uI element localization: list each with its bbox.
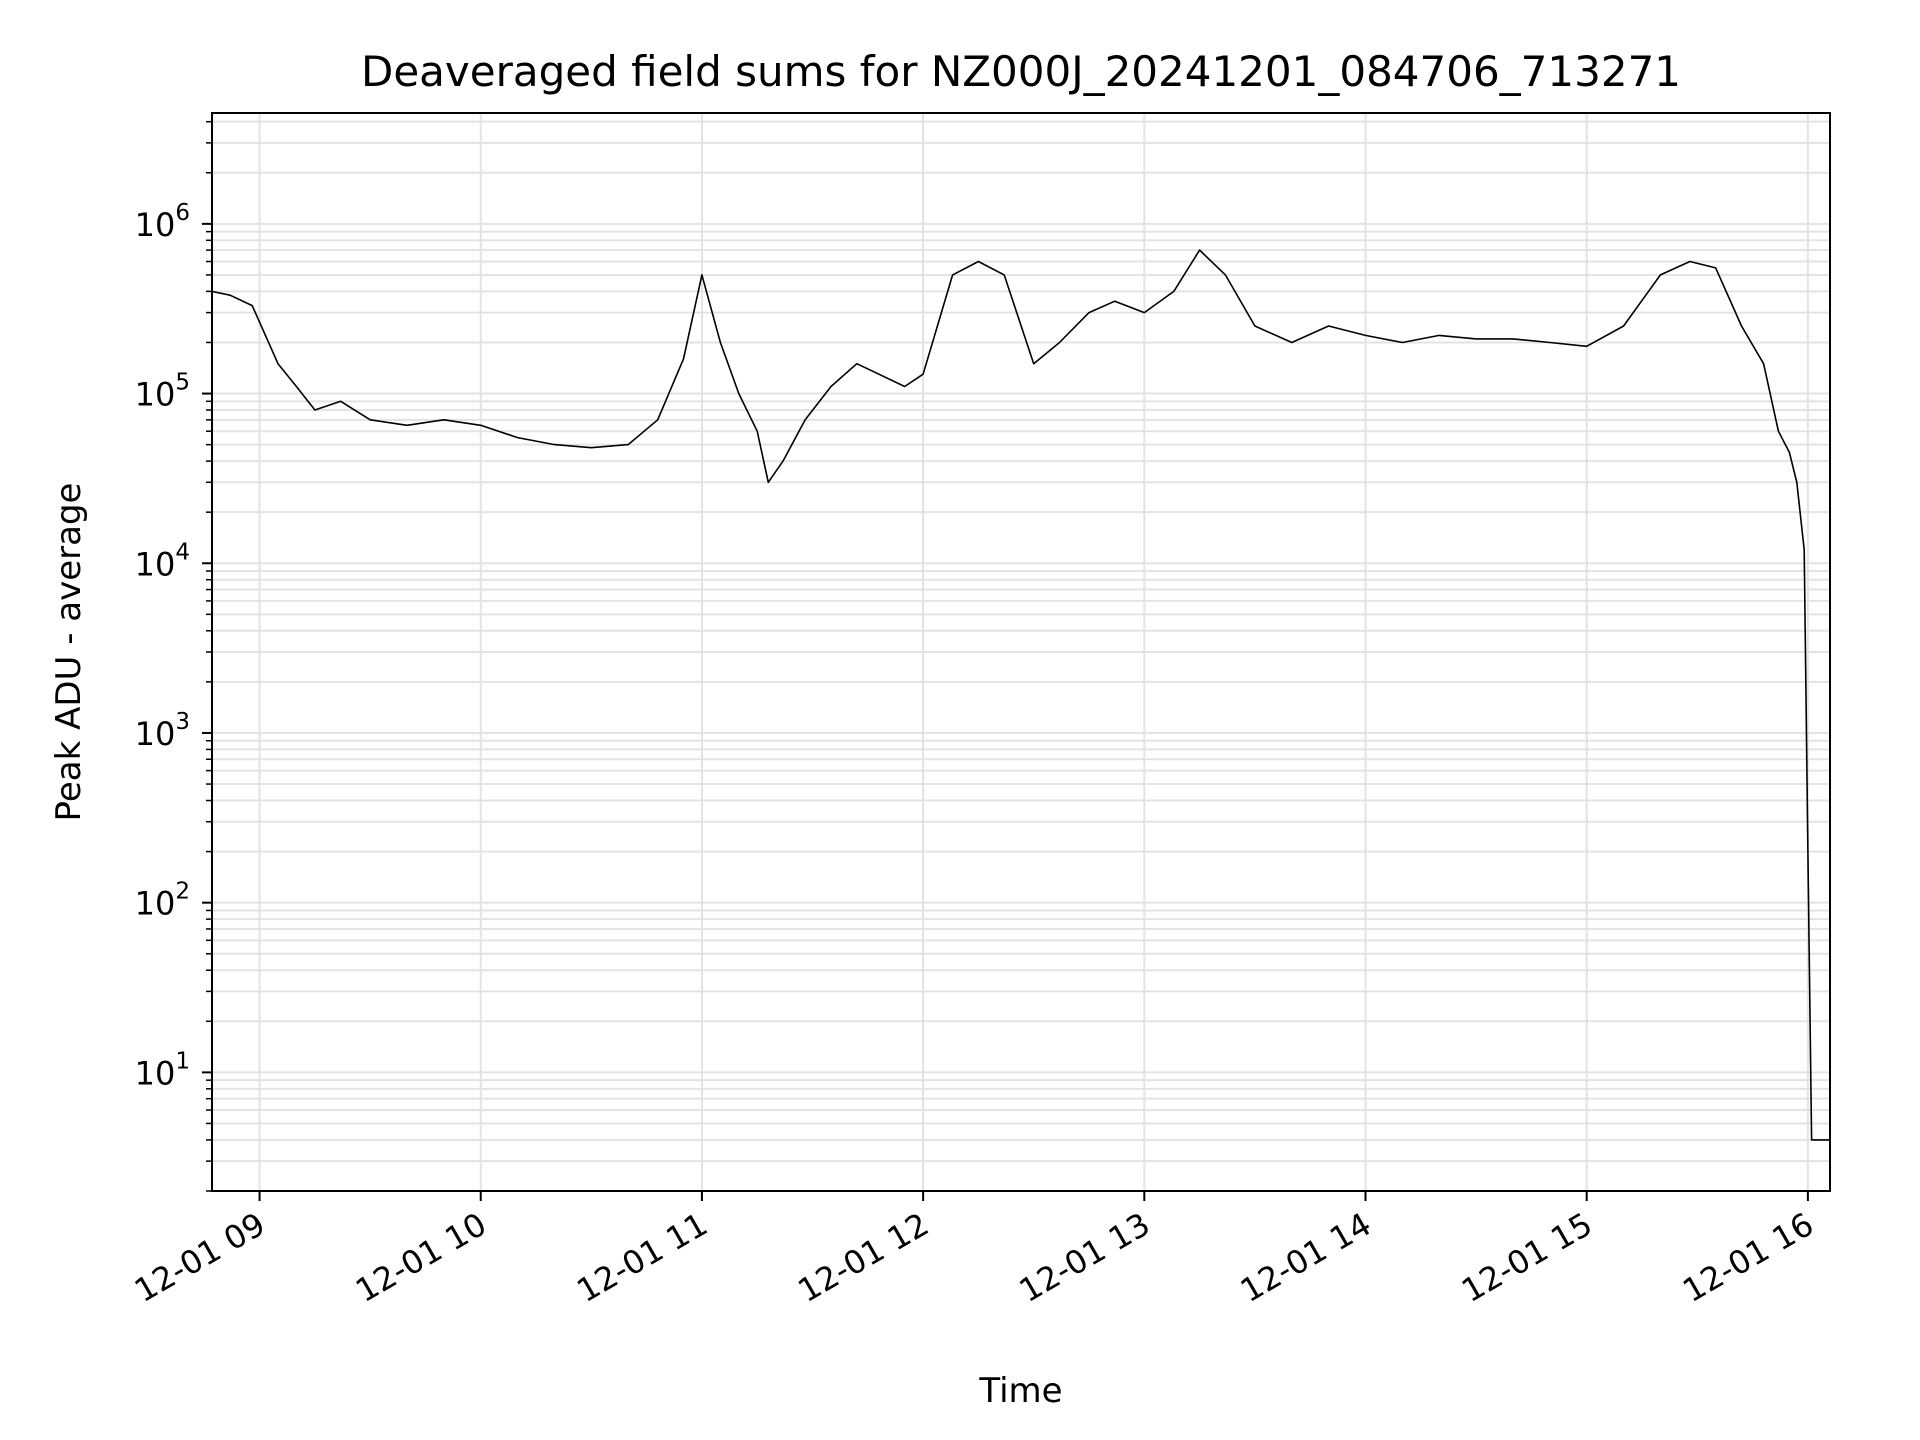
y-axis-title: Peak ADU - average [49, 483, 89, 822]
series-line [211, 249, 1830, 1141]
grid-lines [212, 113, 1830, 1192]
y-tick-label: 102 [135, 879, 190, 923]
y-tick-label: 103 [135, 709, 190, 753]
data-series [211, 249, 1830, 1141]
y-tick-label: 105 [135, 370, 190, 414]
y-tick-label: 106 [135, 200, 190, 244]
y-tick-label-exponent: 5 [175, 370, 190, 396]
y-tick-label: 104 [135, 539, 190, 583]
y-tick-label-exponent: 4 [175, 539, 190, 565]
y-tick-label-base: 10 [135, 715, 176, 753]
y-tick-label-base: 10 [135, 206, 176, 244]
y-tick-label-base: 10 [135, 376, 176, 414]
y-tick-label-exponent: 2 [175, 879, 190, 905]
y-tick-label-base: 10 [135, 545, 176, 583]
y-tick-label-base: 10 [135, 885, 176, 923]
chart-title: Deaveraged field sums for NZ000J_2024120… [361, 47, 1681, 96]
y-tick-label-exponent: 3 [175, 709, 190, 735]
y-tick-label-exponent: 6 [175, 200, 190, 226]
y-tick-label-exponent: 1 [175, 1048, 190, 1074]
x-axis-title: Time [978, 1371, 1062, 1411]
y-tick-label-base: 10 [135, 1054, 176, 1092]
y-tick-label: 101 [135, 1048, 190, 1092]
